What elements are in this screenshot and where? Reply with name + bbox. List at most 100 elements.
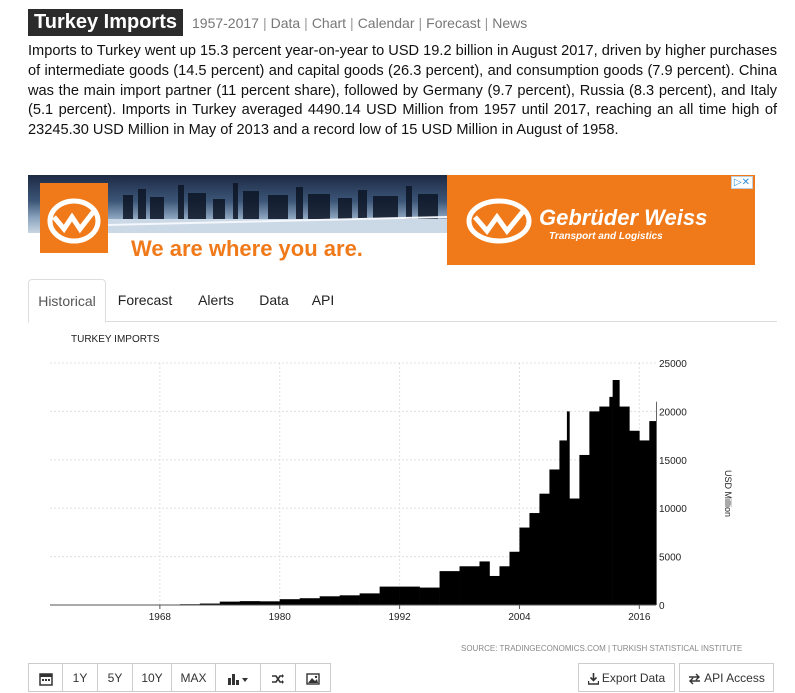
- ad-right-panel: Gebrüder Weiss Transport and Logistics ▷…: [447, 175, 755, 265]
- data-bar: [419, 587, 440, 605]
- header-links: 1957-2017 | Data | Chart | Calendar | Forecast | N…: [192, 14, 528, 31]
- adchoices-icon[interactable]: ▷✕: [730, 176, 753, 189]
- link-news[interactable]: News: [492, 14, 528, 31]
- y-tick-label: 5000: [659, 553, 682, 564]
- y-tick-label: 15000: [659, 456, 687, 467]
- ad-city-photo: [28, 175, 447, 233]
- data-bar: [239, 601, 261, 605]
- y-tick-label: 0: [659, 601, 665, 612]
- data-bar: [399, 586, 420, 605]
- y-tick-label: 10000: [659, 504, 687, 515]
- image-icon: [306, 673, 320, 685]
- data-bar: [579, 454, 590, 605]
- data-bar: [259, 601, 281, 605]
- range-10y-button[interactable]: 10Y: [132, 663, 172, 692]
- tab-data[interactable]: Data: [259, 292, 289, 308]
- tab-historical[interactable]: Historical: [28, 279, 106, 323]
- data-bar: [499, 566, 510, 605]
- tab-alerts[interactable]: Alerts: [198, 292, 234, 308]
- ad-tagline: We are where you are.: [131, 236, 363, 261]
- data-bar: [529, 513, 540, 605]
- tab-forecast[interactable]: Forecast: [117, 292, 173, 308]
- summary-text: Imports to Turkey went up 15.3 percent y…: [28, 43, 777, 139]
- data-bar: [199, 603, 221, 605]
- city-skyline-image: [107, 183, 447, 233]
- x-tick-label: 1992: [388, 612, 411, 623]
- data-bar: [569, 498, 580, 605]
- shuffle-icon: [272, 673, 284, 684]
- link-calendar[interactable]: Calendar: [357, 14, 415, 31]
- export-data-label: Export Data: [601, 671, 666, 685]
- axes: 0 5000 10000 15000 20000 25000 1968 1980 1992 200…: [50, 359, 687, 623]
- data-bar: [459, 566, 480, 605]
- data-bars: [50, 379, 657, 606]
- data-bar: [489, 575, 500, 605]
- data-bar: [559, 440, 568, 605]
- data-bar: [566, 411, 570, 605]
- data-bar: [479, 561, 490, 605]
- api-access-label: API Access: [704, 671, 765, 685]
- calendar-icon: [38, 673, 53, 686]
- advertisement-banner[interactable]: We are where you are. Gebrüder Weiss Tra…: [28, 175, 755, 265]
- api-access-button[interactable]: API Access: [679, 663, 774, 692]
- x-tick-label: 2016: [628, 612, 651, 623]
- data-bar: [339, 595, 360, 605]
- data-bar: [319, 596, 340, 605]
- data-bar: [639, 440, 650, 605]
- page-title: Turkey Imports: [28, 9, 183, 36]
- link-chart[interactable]: Chart: [311, 14, 347, 31]
- data-bar: [649, 421, 657, 605]
- title-bar: Turkey Imports 1957-2017 | Data | Chart | Cale…: [28, 9, 527, 36]
- tab-api[interactable]: API: [311, 292, 335, 308]
- data-bar: [379, 586, 400, 605]
- y-tick-label: 20000: [659, 407, 687, 418]
- data-bar: [589, 411, 600, 605]
- range-max-button[interactable]: MAX: [171, 663, 216, 692]
- data-bar: [219, 601, 241, 605]
- chart-type-button[interactable]: [215, 663, 261, 692]
- link-forecast[interactable]: Forecast: [426, 14, 481, 31]
- ad-left-panel: We are where you are.: [28, 175, 447, 265]
- data-bar: [439, 571, 460, 605]
- data-bar: [549, 469, 560, 605]
- ad-brand-subtitle: Transport and Logistics: [549, 231, 663, 242]
- x-tick-label: 2004: [508, 612, 531, 623]
- chart-tabs: Historical Forecast Alerts Data API: [28, 279, 777, 323]
- exchange-icon: [689, 673, 701, 685]
- link-period[interactable]: 1957-2017: [192, 14, 259, 31]
- imports-chart: TURKEY IMPORTS USD Million 0 5000 10000 150…: [50, 334, 742, 653]
- x-tick-label: 1968: [149, 612, 172, 623]
- data-bar: [612, 379, 620, 605]
- data-bar: [619, 406, 630, 605]
- data-bar: [599, 406, 610, 605]
- data-bar: [299, 598, 320, 605]
- gw-logo-large-icon: [466, 198, 532, 244]
- range-1y-button[interactable]: 1Y: [62, 663, 98, 692]
- data-bar: [359, 593, 380, 605]
- y-axis-label: USD Million: [723, 470, 733, 517]
- ad-brand-name: Gebrüder Weiss: [539, 205, 708, 230]
- image-button[interactable]: [295, 663, 331, 692]
- chart-toolbar: 1Y 5Y 10Y MAX Export Data API Access: [28, 663, 777, 692]
- chart-title: TURKEY IMPORTS: [71, 334, 160, 345]
- ad-logo-box: [40, 183, 108, 253]
- x-tick-label: 1980: [269, 612, 292, 623]
- data-bar: [656, 401, 657, 605]
- data-bar: [279, 599, 301, 605]
- data-bar: [539, 493, 550, 605]
- chart-container: TURKEY IMPORTS USD Million 0 5000 10000 150…: [28, 322, 777, 662]
- link-data[interactable]: Data: [270, 14, 301, 31]
- calendar-button[interactable]: [28, 663, 63, 692]
- data-bar: [519, 527, 530, 605]
- compare-button[interactable]: [260, 663, 296, 692]
- export-data-button[interactable]: Export Data: [578, 663, 675, 692]
- gw-logo-icon: [47, 198, 101, 244]
- download-icon: [587, 672, 600, 685]
- chart-source: SOURCE: TRADINGECONOMICS.COM | TURKISH S…: [461, 644, 742, 653]
- y-tick-label: 25000: [659, 359, 687, 370]
- data-bar: [509, 551, 520, 605]
- data-bar: [609, 396, 613, 605]
- range-5y-button[interactable]: 5Y: [97, 663, 133, 692]
- data-bar: [629, 430, 640, 605]
- bar-chart-icon: [228, 673, 248, 685]
